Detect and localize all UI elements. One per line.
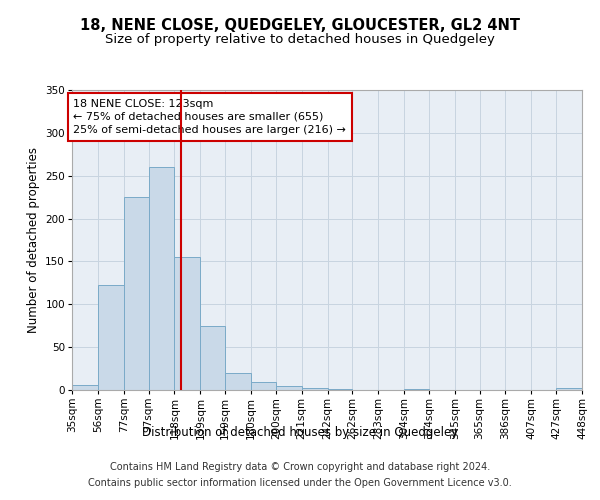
Text: Distribution of detached houses by size in Quedgeley: Distribution of detached houses by size … <box>142 426 458 439</box>
Bar <box>251 382 276 390</box>
Bar <box>200 326 225 390</box>
Bar <box>124 197 149 390</box>
Bar <box>225 373 251 390</box>
Text: Size of property relative to detached houses in Quedgeley: Size of property relative to detached ho… <box>105 32 495 46</box>
Bar <box>72 385 98 390</box>
Bar <box>175 257 200 390</box>
Bar <box>276 386 302 390</box>
Bar <box>556 388 582 390</box>
Text: 18, NENE CLOSE, QUEDGELEY, GLOUCESTER, GL2 4NT: 18, NENE CLOSE, QUEDGELEY, GLOUCESTER, G… <box>80 18 520 32</box>
Text: 18 NENE CLOSE: 123sqm
← 75% of detached houses are smaller (655)
25% of semi-det: 18 NENE CLOSE: 123sqm ← 75% of detached … <box>73 98 346 135</box>
Bar <box>328 389 352 390</box>
Bar <box>149 167 175 390</box>
Text: Contains public sector information licensed under the Open Government Licence v3: Contains public sector information licen… <box>88 478 512 488</box>
Y-axis label: Number of detached properties: Number of detached properties <box>27 147 40 333</box>
Bar <box>404 389 429 390</box>
Bar <box>302 388 328 390</box>
Text: Contains HM Land Registry data © Crown copyright and database right 2024.: Contains HM Land Registry data © Crown c… <box>110 462 490 472</box>
Bar <box>98 284 124 390</box>
